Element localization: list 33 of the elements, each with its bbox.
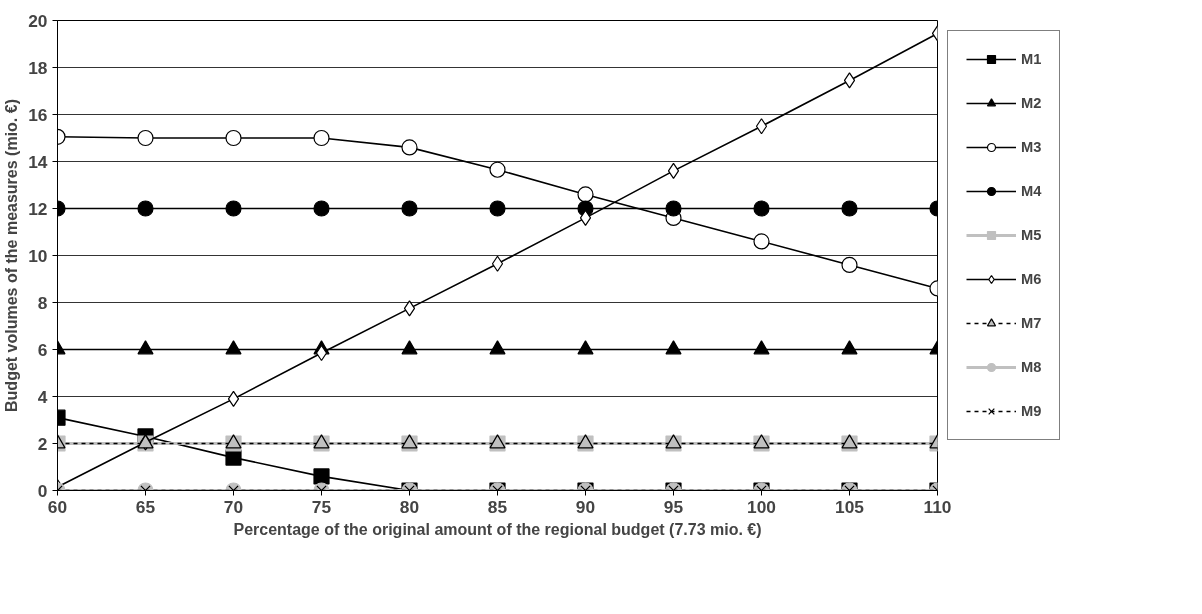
y-tick-label: 14 [28,151,48,172]
legend-label: M5 [1021,227,1042,243]
y-tick-label: 8 [37,292,48,313]
legend-label: M1 [1021,51,1042,67]
y-axis-title: Budget volumes of the measures (mio. €) [3,99,21,412]
y-tick-label: 0 [37,480,48,501]
x-tick-label: 80 [399,496,420,517]
x-tick-label: 65 [135,496,156,517]
legend-label: M8 [1021,359,1042,375]
x-tick-label: 60 [47,496,68,517]
legend-label: M3 [1021,139,1042,155]
legend-label: M6 [1021,271,1042,287]
legend-label: M9 [1021,403,1042,419]
x-tick-label: 70 [223,496,244,517]
x-tick-label: 105 [835,496,865,517]
x-tick-label: 100 [747,496,776,517]
y-tick-label: 10 [28,245,48,266]
y-tick-label: 6 [37,339,48,360]
y-tick-label: 18 [28,57,48,78]
x-tick-label: 95 [663,496,684,517]
legend-label: M2 [1021,95,1042,111]
y-tick-label: 20 [28,10,48,31]
legend-label: M7 [1021,315,1042,331]
x-tick-label: 85 [487,496,508,517]
legend-label: M4 [1021,183,1042,199]
x-tick-label: 75 [311,496,332,517]
y-tick-label: 16 [28,104,48,125]
x-axis-title: Percentage of the original amount of the regional budget (7.73 mio. €) [233,520,762,538]
x-tick-label: 90 [575,496,596,517]
y-tick-label: 2 [37,433,48,454]
x-tick-label: 110 [923,496,952,517]
y-tick-label: 4 [37,386,48,407]
y-tick-label: 12 [28,198,48,219]
